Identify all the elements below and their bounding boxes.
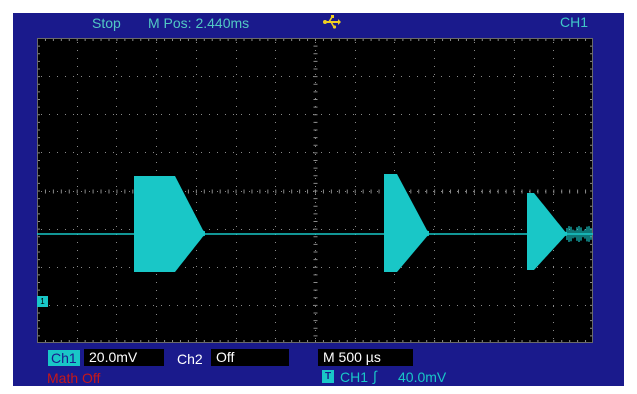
ch1-volts-div: 20.0mV <box>84 349 164 366</box>
trigger-badge: T <box>322 370 334 383</box>
acquisition-status: Stop <box>92 15 121 31</box>
ch1-burst-1 <box>134 176 205 272</box>
math-tag[interactable]: Math <box>47 370 79 386</box>
ch2-tag[interactable]: Ch2 <box>177 351 203 367</box>
ch1-burst-3 <box>527 193 567 270</box>
ch2-state: Off <box>211 349 289 366</box>
usb-icon <box>323 15 341 34</box>
ch1-tag[interactable]: Ch1 <box>48 350 80 366</box>
trigger-channel-indicator: CH1 <box>559 14 588 30</box>
timebase-readout: M 500 µs <box>318 349 413 366</box>
math-state: Off <box>82 370 101 386</box>
ch1-ground-marker: 1 <box>37 296 48 307</box>
waveform-display <box>37 38 593 343</box>
graticule <box>37 38 593 343</box>
trigger-level: 40.0mV <box>398 369 447 385</box>
horizontal-position: M Pos: 2.440ms <box>148 15 250 31</box>
trigger-slope-icon: ∫ <box>373 368 377 384</box>
graticule-dots <box>37 38 593 343</box>
ch1-ringdown <box>566 226 592 242</box>
ch1-burst-2 <box>384 174 429 272</box>
trigger-source: CH1 <box>340 369 369 385</box>
